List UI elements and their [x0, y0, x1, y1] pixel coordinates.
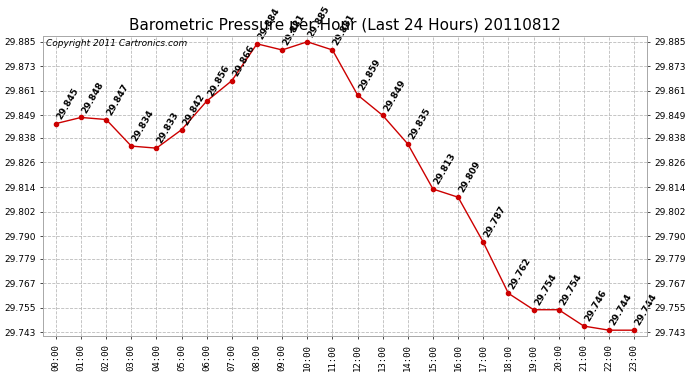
Text: 29.834: 29.834 — [130, 109, 156, 143]
Text: 29.881: 29.881 — [332, 13, 357, 47]
Text: 29.856: 29.856 — [206, 64, 231, 98]
Text: 29.845: 29.845 — [55, 86, 80, 121]
Text: Copyright 2011 Cartronics.com: Copyright 2011 Cartronics.com — [46, 39, 188, 48]
Text: 29.813: 29.813 — [432, 152, 457, 186]
Text: 29.744: 29.744 — [608, 292, 633, 327]
Text: 29.842: 29.842 — [181, 92, 206, 127]
Text: 29.849: 29.849 — [382, 78, 407, 112]
Text: 29.762: 29.762 — [508, 256, 533, 291]
Text: 29.835: 29.835 — [407, 106, 432, 141]
Text: 29.744: 29.744 — [633, 292, 659, 327]
Title: Barometric Pressure per Hour (Last 24 Hours) 20110812: Barometric Pressure per Hour (Last 24 Ho… — [129, 18, 561, 33]
Text: 29.833: 29.833 — [155, 111, 181, 146]
Text: 29.847: 29.847 — [106, 82, 130, 117]
Text: 29.809: 29.809 — [457, 160, 482, 195]
Text: 29.787: 29.787 — [482, 205, 508, 240]
Text: 29.848: 29.848 — [80, 80, 106, 115]
Text: 29.754: 29.754 — [533, 272, 558, 307]
Text: 29.859: 29.859 — [357, 57, 382, 92]
Text: 29.884: 29.884 — [256, 6, 282, 41]
Text: 29.885: 29.885 — [306, 4, 332, 39]
Text: 29.866: 29.866 — [231, 43, 256, 78]
Text: 29.754: 29.754 — [558, 272, 583, 307]
Text: 29.881: 29.881 — [282, 13, 306, 47]
Text: 29.746: 29.746 — [583, 288, 609, 323]
